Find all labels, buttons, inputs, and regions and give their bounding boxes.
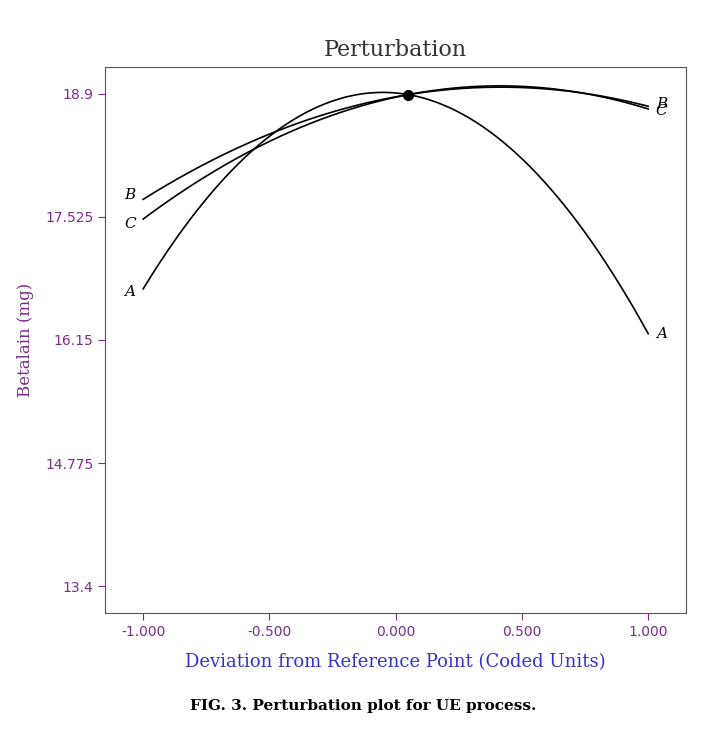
- Text: B: B: [656, 97, 667, 111]
- Text: C: C: [124, 218, 136, 231]
- Text: A: A: [656, 327, 666, 340]
- Y-axis label: Betalain (mg): Betalain (mg): [17, 283, 34, 397]
- X-axis label: Deviation from Reference Point (Coded Units): Deviation from Reference Point (Coded Un…: [185, 652, 606, 671]
- Text: B: B: [124, 188, 136, 202]
- Text: FIG. 3. Perturbation plot for UE process.: FIG. 3. Perturbation plot for UE process…: [189, 699, 537, 713]
- Text: C: C: [656, 104, 667, 117]
- Text: A: A: [125, 285, 136, 299]
- Title: Perturbation: Perturbation: [324, 39, 468, 61]
